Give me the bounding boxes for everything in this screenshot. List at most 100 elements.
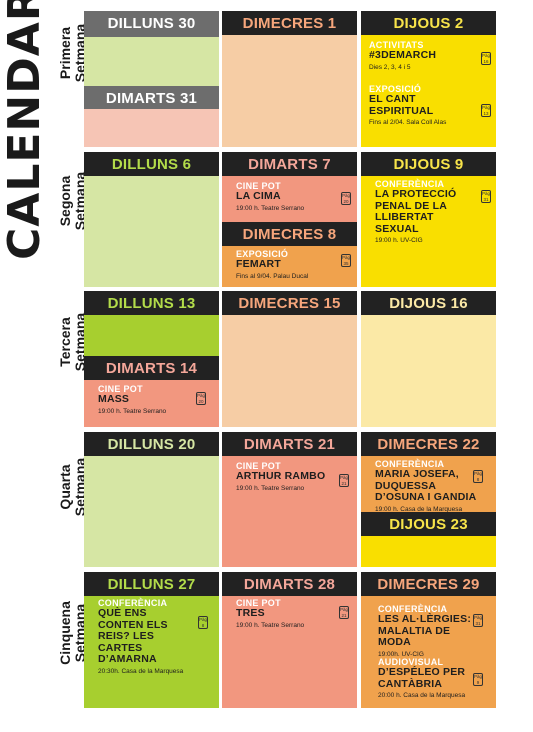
page-badge-icon: Pàg. 20 [196,392,207,405]
week-label-3-line1: Tercera [57,317,73,367]
event-category: AUDIOVISUAL [378,657,444,667]
day-header-dilluns-20: DILLUNS 20 [84,432,219,458]
event-info: 19:00 h. Teatre Serrano [236,621,305,629]
week-label-4-line1: Quarta [57,464,73,510]
day-header-dilluns-6: DILLUNS 6 [84,152,219,178]
page-badge-icon: Pàg. 8 [473,470,484,483]
day-cell-dimecres-1 [222,35,357,147]
day-cell-dimecres-22 [361,456,496,512]
week-label-1-line1: Primera [57,26,73,80]
day-cell-dimarts-31 [84,109,219,147]
page-badge-icon: Pàg. 16 [481,52,492,65]
event-category: CINE POT [236,461,281,471]
event-category: CONFERÈNCIA [98,598,168,608]
day-header-dimarts-31: DIMARTS 31 [84,86,219,112]
event-info: 19:00 h. Casa de la Marquesa [375,505,463,513]
day-cell-dilluns-13 [84,315,219,356]
event-info: 19:00 h. Teatre Serrano [236,484,305,492]
event-proteccio-penal[interactable]: CONFERÈNCIA LA PROTECCIÓ PENAL DE LA LLI… [375,179,480,245]
day-header-dimarts-14: DIMARTS 14 [84,356,219,382]
page-badge-icon: Pàg. 9 [473,673,484,686]
event-femart[interactable]: EXPOSICIÓ FEMART Fins al 9/04. Palau Duc… [236,249,336,281]
page-badge-icon: Pàg. 20 [341,192,352,205]
day-header-dimecres-8: DIMECRES 8 [222,222,357,248]
day-cell-dijous-16 [361,315,496,427]
event-category: EXPOSICIÓ [369,84,422,94]
day-header-dijous-23: DIJOUS 23 [361,512,496,538]
event-info: 20:00 h. Casa de la Marquesa [378,692,466,699]
event-info: 19:00h. UV-CIG [378,650,424,658]
event-category: ACTIVITATS [369,40,424,50]
event-title: #3DEMARCH [369,49,437,61]
page-badge-icon: Pàg. 21 [339,606,350,619]
day-cell-dijous-23 [361,536,496,567]
event-title: FEMART [236,258,281,270]
day-cell-dimarts-21 [222,456,357,567]
event-mass[interactable]: CINE POT MASS 19:00 h. Teatre Serrano [98,384,198,416]
week-label-2-line1: Segona [57,175,73,227]
event-les-allergies[interactable]: CONFERÈNCIA LES AL·LÈRGIES: MALALTIA DE … [378,604,478,659]
day-header-dilluns-13: DILLUNS 13 [84,291,219,317]
event-title: TRES [236,607,265,619]
day-header-dilluns-30: DILLUNS 30 [84,11,219,37]
day-cell-dimarts-28 [222,596,357,708]
event-tres[interactable]: CINE POT TRES 19:00 h. Teatre Serrano [236,598,336,630]
page-badge-icon: Pàg. 13 [481,104,492,117]
day-cell-dilluns-30 [84,35,219,86]
event-category: CONFERÈNCIA [375,459,445,469]
page-badge-icon: Pàg. 31 [473,614,484,627]
event-arthur-rambo[interactable]: CINE POT ARTHUR RAMBO 19:00 h. Teatre Se… [236,461,336,493]
event-category: EXPOSICIÓ [236,249,289,259]
event-la-cima[interactable]: CINE POT LA CIMA 19:00 h. Teatre Serrano [236,181,336,213]
event-maria-josefa[interactable]: CONFERÈNCIA MARIA JOSEFA, DUQUESSA D’OSU… [375,459,480,514]
day-cell-dilluns-6 [84,176,219,287]
day-cell-dimarts-7 [222,176,357,222]
event-title: MARIA JOSEFA, DUQUESSA D’OSUNA I GANDIA [375,468,477,503]
event-info: 19:00 h. UV-CIG [375,237,423,244]
day-cell-dilluns-27 [84,596,219,708]
day-header-dimarts-28: DIMARTS 28 [222,572,357,598]
event-title: D’ESPÉLEO PER CANTÀBRIA [378,666,466,690]
event-title: EL CANT ESPIRITUAL [369,93,434,117]
event-category: CINE POT [98,384,143,394]
event-title: ARTHUR RAMBO [236,470,326,482]
day-header-dimarts-21: DIMARTS 21 [222,432,357,458]
event-el-cant-espiritual[interactable]: EXPOSICIÓ EL CANT ESPIRITUAL Fins al 2/0… [369,84,477,127]
day-cell-dimecres-8 [222,246,357,287]
event-title: MASS [98,393,130,405]
event-title: LES AL·LÈRGIES: MALALTIA DE MODA [378,613,472,648]
day-cell-dilluns-20 [84,456,219,567]
event-info: 19:00 h. Teatre Serrano [236,204,305,212]
day-header-dijous-9: DIJOUS 9 [361,152,496,178]
event-category: CONFERÈNCIA [378,604,448,614]
page-title: CALENDARI [0,0,50,260]
event-category: CINE POT [236,598,281,608]
event-info: Dies 2, 3, 4 i 5 [369,63,411,71]
event-3demarch[interactable]: ACTIVITATS #3DEMARCH Dies 2, 3, 4 i 5 [369,40,477,72]
event-despeleo[interactable]: AUDIOVISUAL D’ESPÉLEO PER CANTÀBRIA 20:0… [378,657,478,700]
page-badge-icon: Pàg. 31 [481,190,492,203]
day-header-dimecres-22: DIMECRES 22 [361,432,496,458]
day-cell-dijous-9 [361,176,496,287]
day-header-dijous-16: DIJOUS 16 [361,291,496,317]
day-cell-dimecres-15 [222,315,357,427]
page-badge-icon: Pàg. 21 [339,474,350,487]
day-header-dimecres-29: DIMECRES 29 [361,572,496,598]
event-title: QUÈ ENS CONTEN ELS REIS? LES CARTES D’AM… [98,607,168,665]
page-badge-icon: Pàg. 35 [341,254,352,267]
event-info: 20:30h. Casa de la Marquesa [98,667,184,675]
event-title: LA PROTECCIÓ PENAL DE LA LLIBERTAT SEXUA… [375,188,457,235]
day-header-dijous-2: DIJOUS 2 [361,11,496,37]
week-label-5-line1: Cinquena [57,601,73,665]
day-header-dimarts-7: DIMARTS 7 [222,152,357,178]
day-cell-dijous-2 [361,35,496,147]
event-category: CONFERÈNCIA [375,179,445,189]
day-header-dilluns-27: DILLUNS 27 [84,572,219,598]
event-info: Fins al 2/04. Sala Coll Alas [369,119,447,126]
event-que-ens-conten-els-reis[interactable]: CONFERÈNCIA QUÈ ENS CONTEN ELS REIS? LES… [98,598,193,676]
page-badge-icon: Pàg. 8 [198,616,209,629]
event-category: CINE POT [236,181,281,191]
day-header-dimecres-15: DIMECRES 15 [222,291,357,317]
event-info: 19:00 h. Teatre Serrano [98,407,167,415]
event-title: LA CIMA [236,190,281,202]
